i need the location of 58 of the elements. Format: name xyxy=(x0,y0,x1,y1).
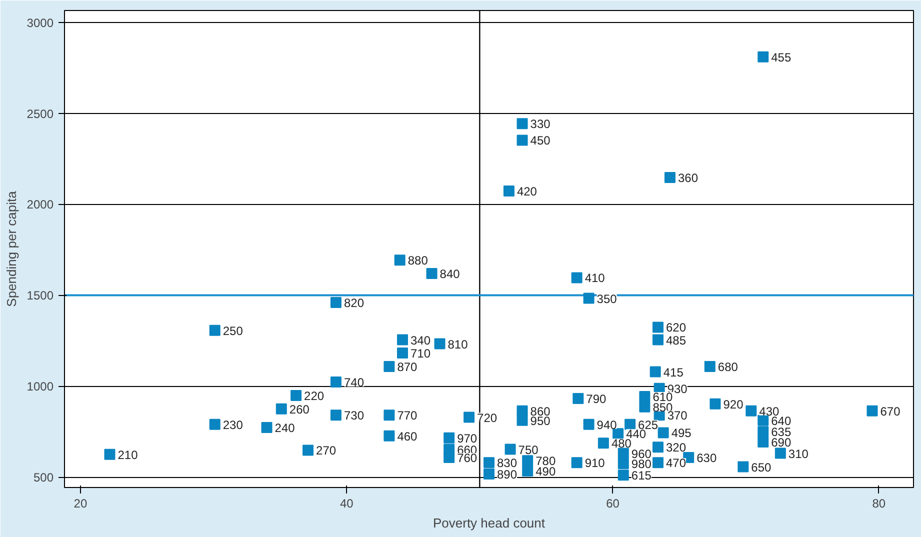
annotation: 840 xyxy=(440,267,460,282)
annotation: 870 xyxy=(397,360,418,374)
annotation: 320 xyxy=(666,440,686,455)
annotation: 650 xyxy=(751,460,772,474)
annotation: 455 xyxy=(771,50,792,64)
annotation: 720 xyxy=(477,410,498,425)
x-tick-label: 20 xyxy=(74,496,88,510)
annotation: 480 xyxy=(611,436,632,451)
annotation: 260 xyxy=(289,402,310,416)
annotation: 420 xyxy=(516,184,538,198)
x-axis-title: Poverty head count xyxy=(432,516,546,530)
annotation: 330 xyxy=(530,117,551,132)
x-tick-label: 40 xyxy=(340,496,354,510)
annotation: 940 xyxy=(596,418,618,432)
annotation: 230 xyxy=(222,418,244,432)
y-tick-label: 2000 xyxy=(26,198,54,212)
annotation: 770 xyxy=(397,408,418,423)
annotation: 810 xyxy=(448,337,468,352)
annotation: 485 xyxy=(666,333,686,348)
annotation: 250 xyxy=(222,324,244,338)
annotation: 615 xyxy=(631,468,652,483)
annotation: 740 xyxy=(344,375,364,390)
annotation: 220 xyxy=(304,388,324,403)
annotation: 495 xyxy=(671,426,692,440)
annotation: 240 xyxy=(274,420,296,435)
annotation: 630 xyxy=(696,450,717,465)
annotation: 830 xyxy=(497,456,518,470)
annotation: 970 xyxy=(457,431,478,446)
annotation: 790 xyxy=(586,392,607,406)
y-tick-label: 3000 xyxy=(26,16,54,30)
annotation: 460 xyxy=(397,429,418,444)
annotation: 730 xyxy=(344,408,364,423)
y-tick-label: 1500 xyxy=(26,288,54,303)
annotation: 210 xyxy=(118,448,138,462)
y-tick-label: 500 xyxy=(33,470,54,485)
annotation: 470 xyxy=(666,456,686,470)
annotation: 710 xyxy=(410,346,431,361)
annotation: 360 xyxy=(678,171,698,186)
annotation: 880 xyxy=(408,254,428,268)
annotation: 620 xyxy=(666,320,686,335)
annotation: 920 xyxy=(723,397,744,412)
annotation: 680 xyxy=(718,360,738,374)
x-tick-label: 60 xyxy=(606,496,620,510)
annotation: 450 xyxy=(530,134,551,148)
y-axis-title: Spending per capita xyxy=(4,190,19,307)
annotation: 270 xyxy=(316,444,336,458)
x-tick-label: 80 xyxy=(872,496,886,510)
annotation: 340 xyxy=(410,333,431,348)
y-tick-label: 1000 xyxy=(26,380,54,394)
annotation: 750 xyxy=(518,442,539,457)
annotation: 410 xyxy=(584,271,606,286)
annotation: 415 xyxy=(663,365,684,380)
annotation: 910 xyxy=(584,456,606,470)
annotation: 670 xyxy=(880,404,901,418)
annotation: 820 xyxy=(344,296,364,310)
annotation: 350 xyxy=(596,292,618,306)
y-tick-label: 2500 xyxy=(26,106,54,121)
annotation: 890 xyxy=(497,468,518,482)
